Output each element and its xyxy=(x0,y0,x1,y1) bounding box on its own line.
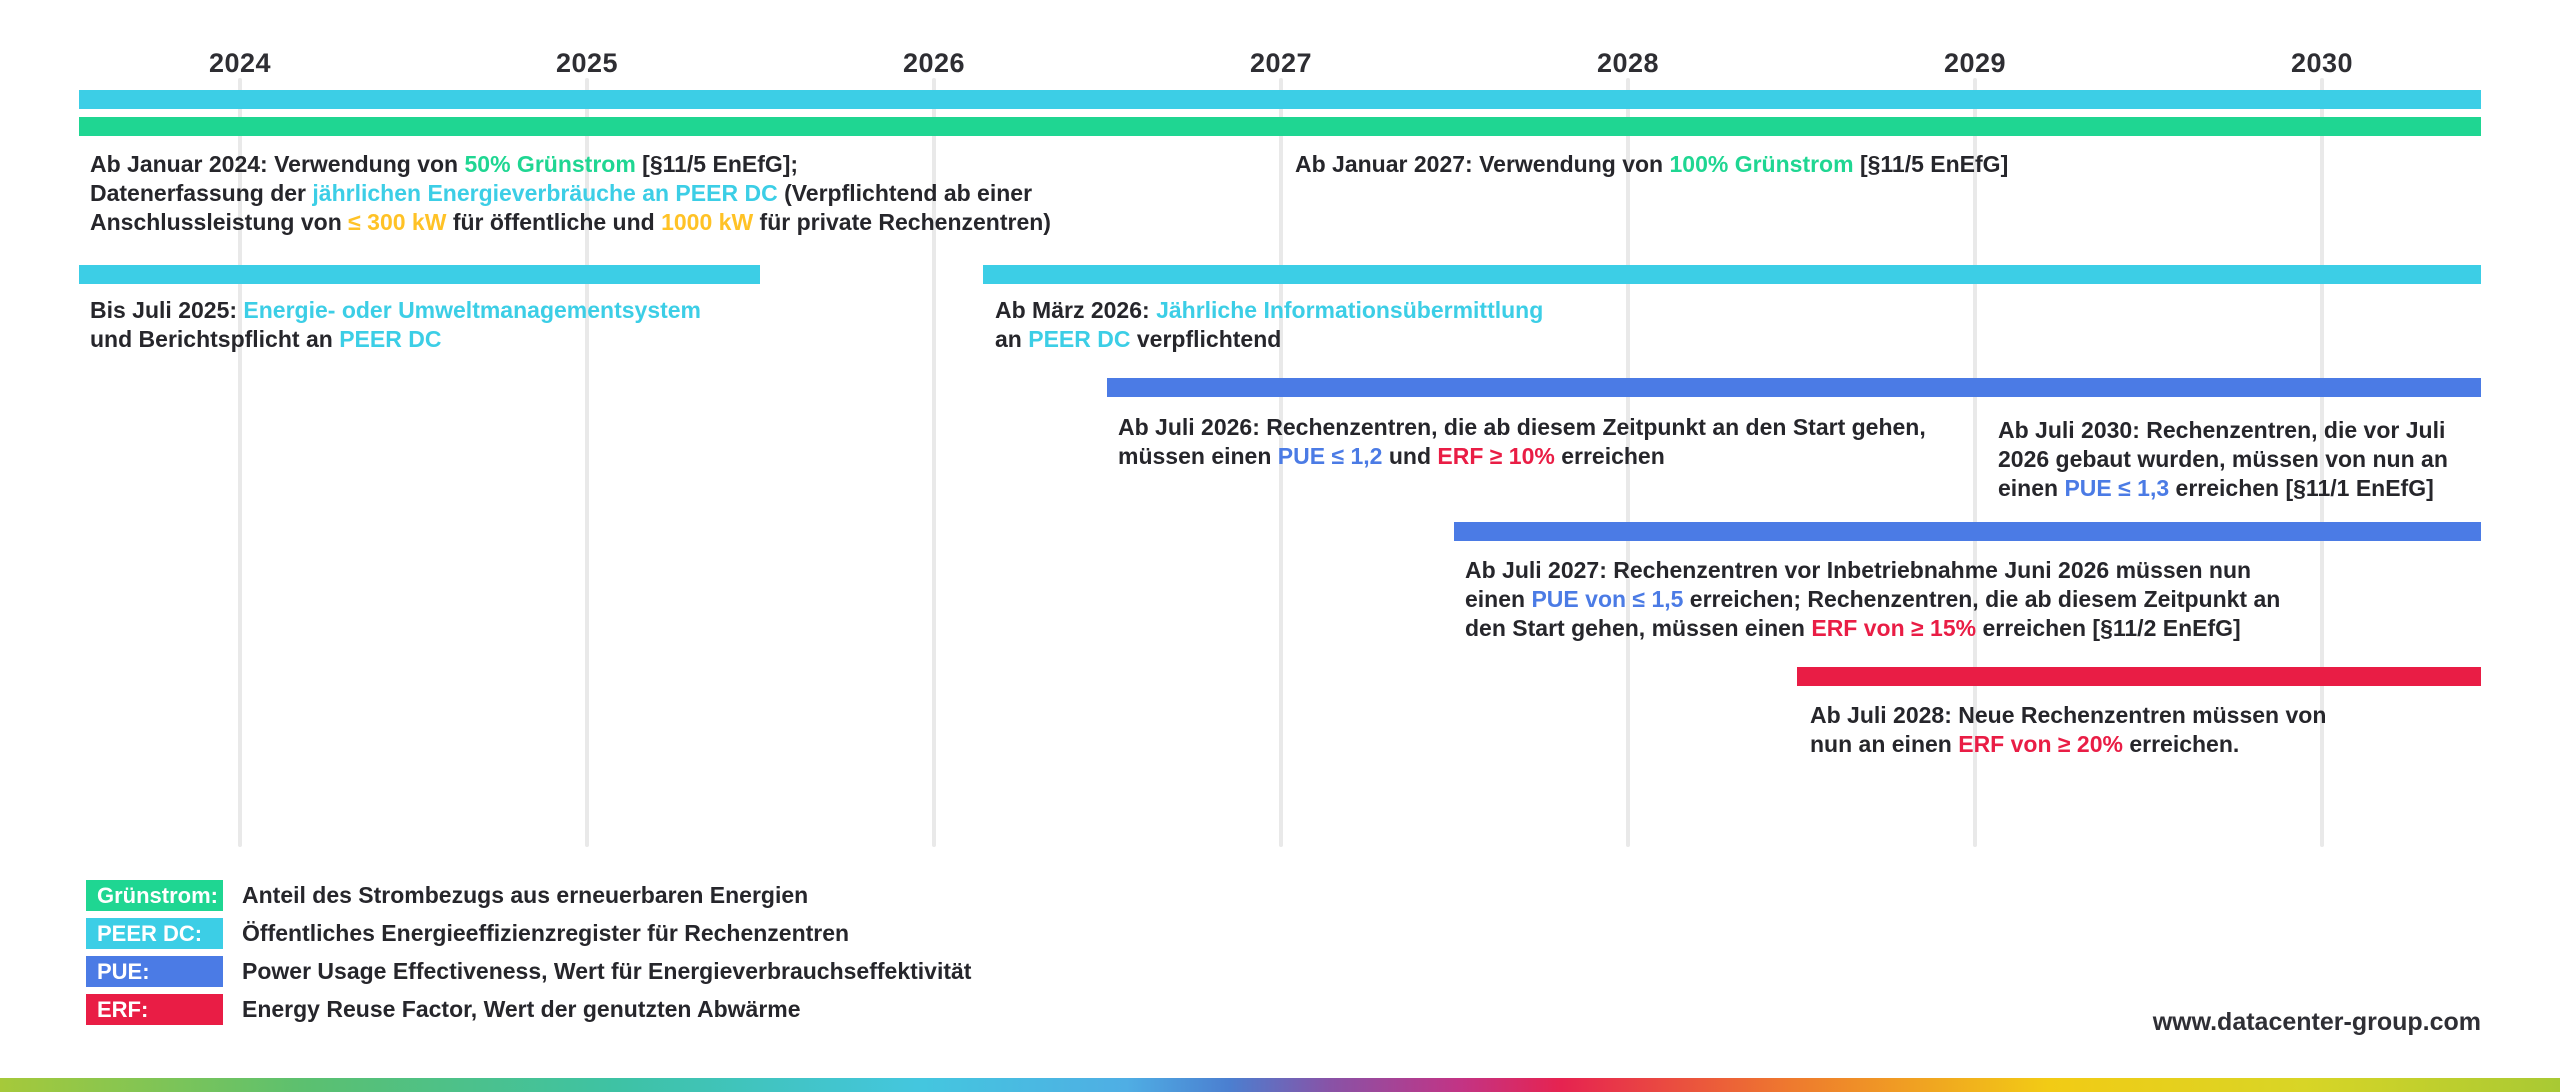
gridline-2026 xyxy=(932,78,936,847)
annotation-line: Ab Juli 2026: Rechenzentren, die ab dies… xyxy=(1118,414,1926,440)
year-label-2028: 2028 xyxy=(1596,48,1660,78)
year-label-2025: 2025 xyxy=(555,48,619,78)
bar-erf-20 xyxy=(1797,667,2481,686)
annotation-line: an PEER DC verpflichtend xyxy=(995,326,1282,352)
legend-desc-peer-dc: Öffentliches Energieeffizienzregister fü… xyxy=(242,920,850,946)
annotation-line: und Berichtspflicht an PEER DC xyxy=(90,326,442,352)
gridline-2024 xyxy=(238,78,242,847)
legend-badge-pue: PUE: xyxy=(86,956,223,987)
legend-badge-peer-dc: PEER DC: xyxy=(86,918,223,949)
annotation-jan-2027: Ab Januar 2027: Verwendung von 100% Grün… xyxy=(1295,150,2008,179)
legend-badge-erf: ERF: xyxy=(86,994,223,1025)
legend-desc-gruenstrom: Anteil des Strombezugs aus erneuerbaren … xyxy=(242,882,809,908)
legend-desc-pue: Power Usage Effectiveness, Wert für Ener… xyxy=(242,958,972,984)
gridline-2029 xyxy=(1973,78,1977,847)
annotation-juli-2030: Ab Juli 2030: Rechenzentren, die vor Jul… xyxy=(1998,416,2448,503)
gridline-2025 xyxy=(585,78,589,847)
annotation-line: nun an einen ERF von ≥ 20% erreichen. xyxy=(1810,731,2240,757)
gridline-2028 xyxy=(1626,78,1630,847)
annotation-line: 2026 gebaut wurden, müssen von nun an xyxy=(1998,446,2448,472)
annotation-line: Ab Juli 2027: Rechenzentren vor Inbetrie… xyxy=(1465,557,2252,583)
annotation-juli-2025: Bis Juli 2025: Energie- oder Umweltmanag… xyxy=(90,296,701,354)
annotation-juli-2027: Ab Juli 2027: Rechenzentren vor Inbetrie… xyxy=(1465,556,2280,643)
legend-badge-gruenstrom: Grünstrom: xyxy=(86,880,223,911)
bar-pue-1-2-erf-10 xyxy=(1107,378,2481,397)
annotation-line: Ab März 2026: Jährliche Informationsüber… xyxy=(995,297,1544,323)
bar-peer-dc-data xyxy=(79,90,2481,109)
bar-ems-berichtspflicht xyxy=(79,265,760,284)
annotation-juli-2026: Ab Juli 2026: Rechenzentren, die ab dies… xyxy=(1118,413,1926,471)
annotation-maerz-2026: Ab März 2026: Jährliche Informationsüber… xyxy=(995,296,1543,354)
year-label-2027: 2027 xyxy=(1249,48,1313,78)
annotation-line: Datenerfassung der jährlichen Energiever… xyxy=(90,180,1033,206)
annotation-line: Ab Juli 2030: Rechenzentren, die vor Jul… xyxy=(1998,417,2446,443)
bar-gruenstrom xyxy=(79,117,2481,136)
annotation-line: Ab Januar 2027: Verwendung von 100% Grün… xyxy=(1295,151,2009,177)
annotation-line: Ab Juli 2028: Neue Rechenzentren müssen … xyxy=(1810,702,2327,728)
year-label-2024: 2024 xyxy=(208,48,272,78)
annotation-juli-2028: Ab Juli 2028: Neue Rechenzentren müssen … xyxy=(1810,701,2326,759)
year-label-2029: 2029 xyxy=(1943,48,2007,78)
annotation-line: einen PUE von ≤ 1,5 erreichen; Rechenzen… xyxy=(1465,586,2281,612)
year-label-2026: 2026 xyxy=(902,48,966,78)
gridline-2027 xyxy=(1279,78,1283,847)
legend-desc-erf: Energy Reuse Factor, Wert der genutzten … xyxy=(242,996,801,1022)
annotation-line: einen PUE ≤ 1,3 erreichen [§11/1 EnEfG] xyxy=(1998,475,2434,501)
year-label-2030: 2030 xyxy=(2290,48,2354,78)
annotation-jan-2024: Ab Januar 2024: Verwendung von 50% Grüns… xyxy=(90,150,1051,237)
annotation-line: müssen einen PUE ≤ 1,2 und ERF ≥ 10% err… xyxy=(1118,443,1665,469)
bar-pue-1-5-erf-15 xyxy=(1454,522,2481,541)
bar-informationsuebermittlung xyxy=(983,265,2481,284)
rainbow-gradient-bar xyxy=(0,1078,2560,1092)
gridline-2030 xyxy=(2320,78,2324,847)
annotation-line: Ab Januar 2024: Verwendung von 50% Grüns… xyxy=(90,151,799,177)
annotation-line: den Start gehen, müssen einen ERF von ≥ … xyxy=(1465,615,2241,641)
annotation-line: Anschlussleistung von ≤ 300 kW für öffen… xyxy=(90,209,1051,235)
annotation-line: Bis Juli 2025: Energie- oder Umweltmanag… xyxy=(90,297,702,323)
website-link[interactable]: www.datacenter-group.com xyxy=(2152,1008,2481,1036)
